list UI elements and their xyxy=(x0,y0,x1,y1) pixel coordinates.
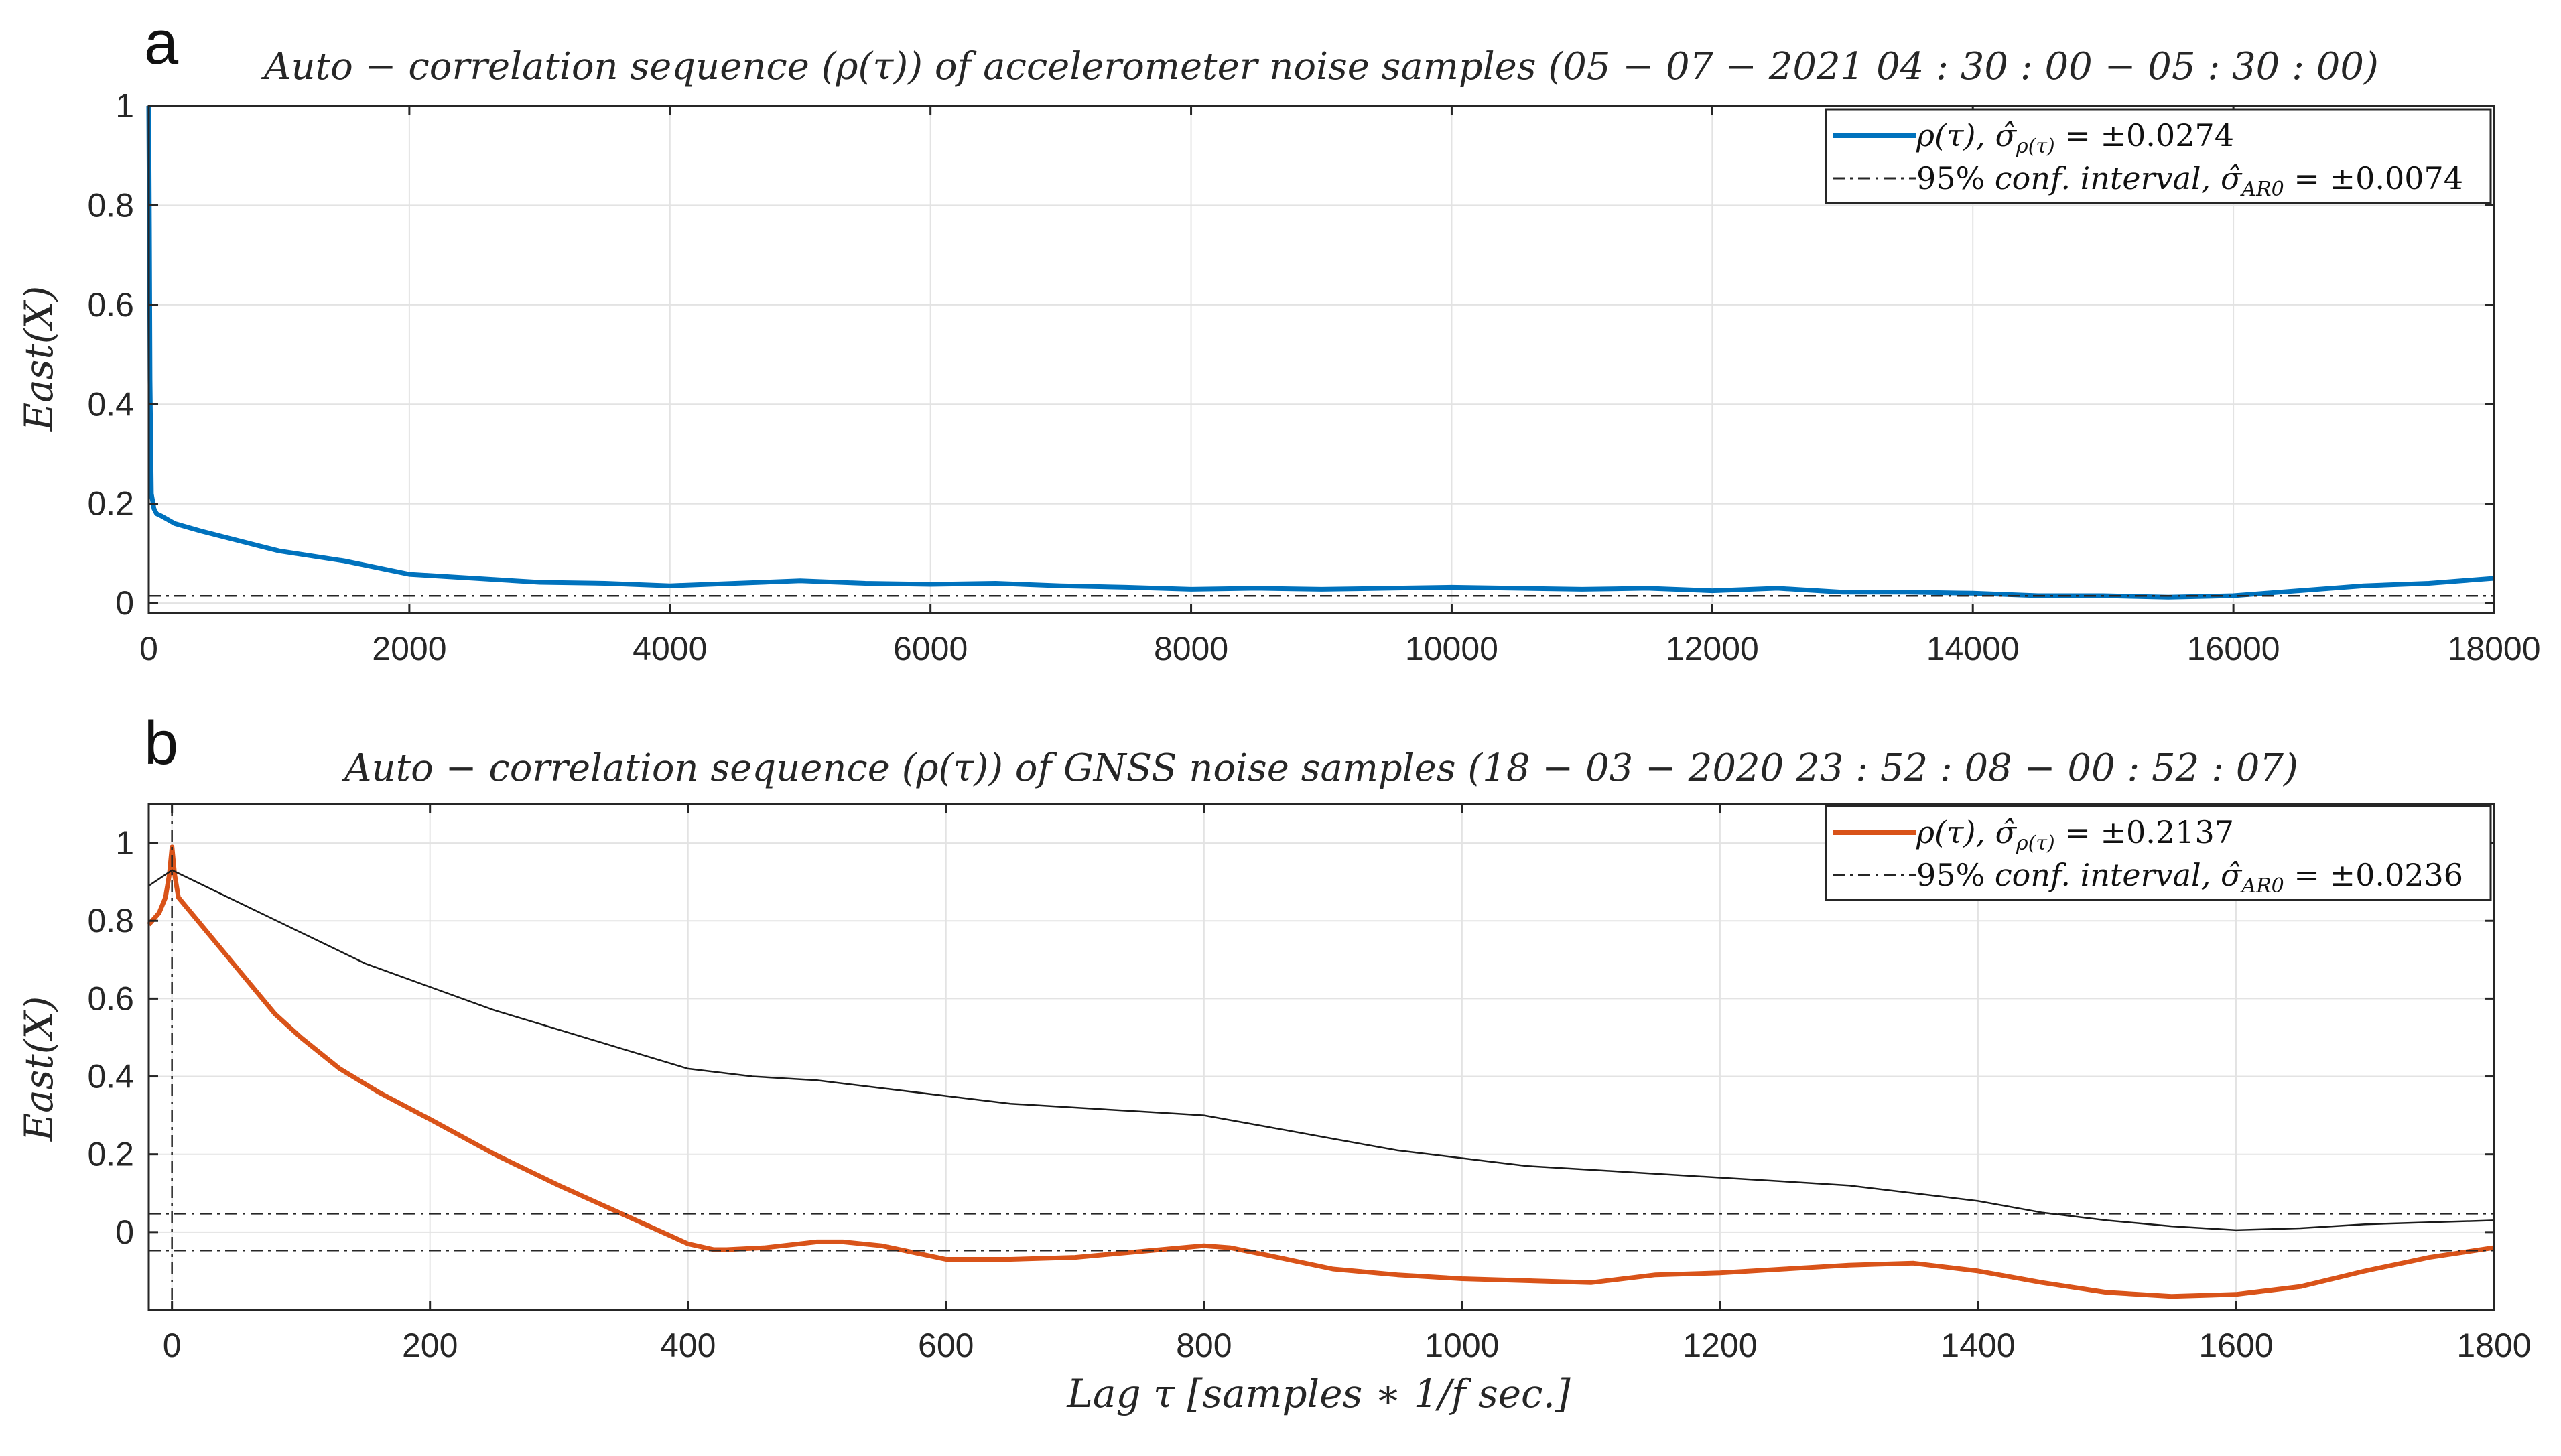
panel-a-legend: ρ(τ), σ̂ρ(τ) = ±0.0274 95% conf. interva… xyxy=(1825,108,2492,204)
panel-a-ylabel: East(X) xyxy=(16,286,62,432)
y-tick-label: 0.2 xyxy=(87,1136,134,1173)
x-tick-label: 12000 xyxy=(1666,630,1759,667)
x-tick-label: 800 xyxy=(1176,1327,1232,1364)
x-tick-label: 6000 xyxy=(893,630,968,667)
axes-frame xyxy=(147,105,2495,614)
x-tick-label: 1000 xyxy=(1425,1327,1499,1364)
legend-b-conf-label: 95% conf. interval, σ̂AR0 = ±0.0236 xyxy=(1916,857,2463,898)
rho-series-line xyxy=(146,105,2495,600)
legend-a-conf-label: 95% conf. interval, σ̂AR0 = ±0.0074 xyxy=(1916,160,2463,201)
panel-b-xlabel: Lag τ [samples ∗ 1/f sec.] xyxy=(1066,1371,1571,1416)
x-tick-label: 14000 xyxy=(1926,630,2020,667)
y-tick-label: 0 xyxy=(115,1213,134,1251)
legend-b-rho-label: ρ(τ), σ̂ρ(τ) = ±0.2137 xyxy=(1916,814,2234,855)
x-tick-label: 200 xyxy=(402,1327,458,1364)
panel-b-title: Auto − correlation sequence (ρ(τ)) of GN… xyxy=(341,746,2298,790)
x-tick-label: 1800 xyxy=(2456,1327,2531,1364)
reference-series-line xyxy=(148,869,2495,1232)
y-tick-label: 0.4 xyxy=(87,1058,134,1096)
axes-frame xyxy=(147,803,2495,1311)
x-tick-label: 4000 xyxy=(633,630,707,667)
y-tick-label: 1 xyxy=(115,824,134,862)
y-tick-label: 0.6 xyxy=(87,980,134,1017)
panel-b-legend: ρ(τ), σ̂ρ(τ) = ±0.2137 95% conf. interva… xyxy=(1825,805,2492,901)
x-tick-label: 600 xyxy=(918,1327,974,1364)
x-tick-label: 400 xyxy=(660,1327,716,1364)
y-tick-label: 0.8 xyxy=(87,902,134,939)
y-tick-label: 0 xyxy=(115,584,134,622)
panel-a-letter: a xyxy=(144,9,179,77)
panel-b-letter: b xyxy=(144,709,178,777)
y-tick-label: 1 xyxy=(115,87,134,125)
x-tick-label: 0 xyxy=(139,630,158,667)
y-tick-label: 0.4 xyxy=(87,385,134,423)
y-tick-label: 0.6 xyxy=(87,286,134,324)
x-tick-label: 8000 xyxy=(1154,630,1228,667)
legend-a-rho-label: ρ(τ), σ̂ρ(τ) = ±0.0274 xyxy=(1916,117,2234,158)
x-tick-label: 16000 xyxy=(2187,630,2280,667)
rho-series-line xyxy=(147,844,2495,1299)
y-tick-label: 0.2 xyxy=(87,485,134,523)
panel-b-ylabel: East(X) xyxy=(16,996,62,1142)
x-tick-label: 1200 xyxy=(1683,1327,1757,1364)
x-tick-label: 2000 xyxy=(372,630,446,667)
x-tick-label: 1400 xyxy=(1941,1327,2015,1364)
x-tick-label: 1600 xyxy=(2198,1327,2273,1364)
y-tick-label: 0.8 xyxy=(87,186,134,224)
x-tick-label: 0 xyxy=(163,1327,182,1364)
x-tick-label: 18000 xyxy=(2447,630,2540,667)
panel-a-title: Auto − correlation sequence (ρ(τ)) of ac… xyxy=(261,45,2379,88)
x-tick-label: 10000 xyxy=(1405,630,1498,667)
